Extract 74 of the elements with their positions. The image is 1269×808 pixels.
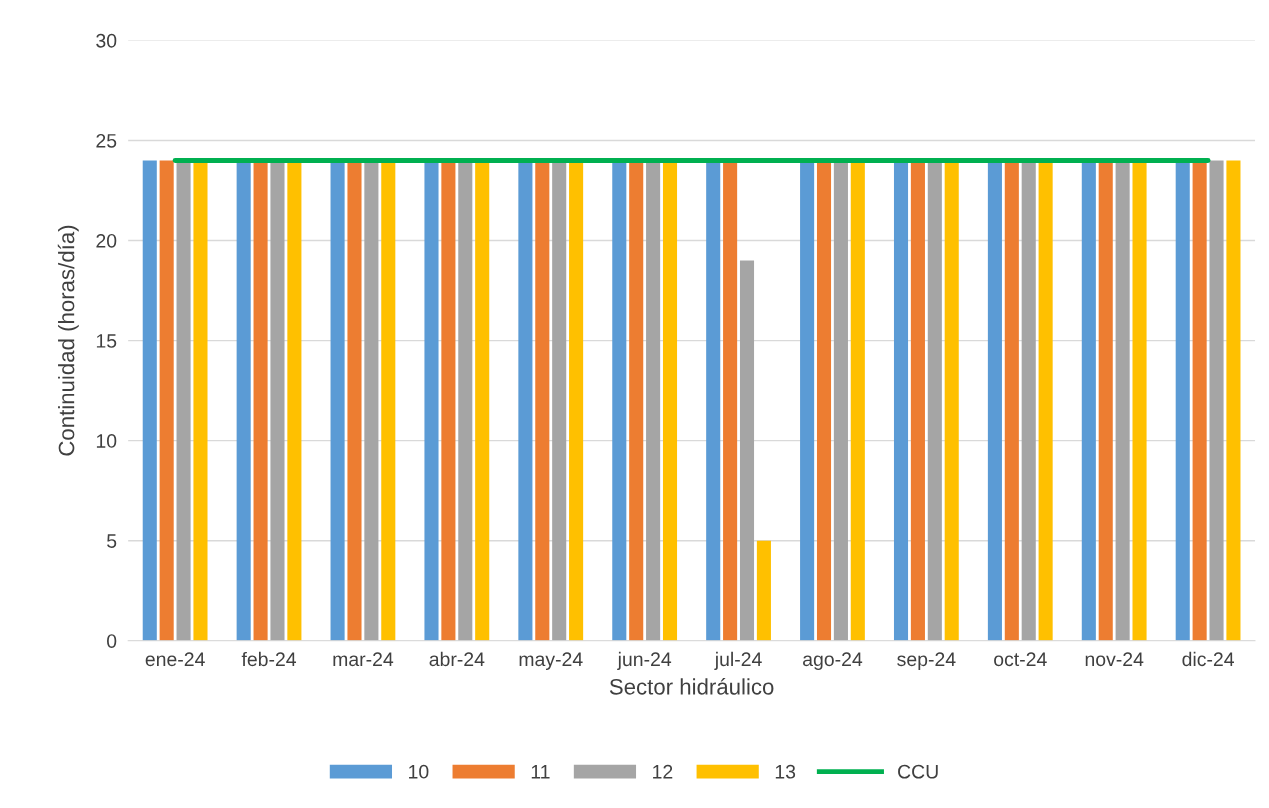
- bar: [910, 160, 925, 641]
- bar: [1081, 160, 1096, 641]
- bar: [424, 160, 439, 641]
- bar: [944, 160, 959, 641]
- y-tick-label: 25: [96, 133, 117, 148]
- bar: [927, 160, 942, 641]
- bar: [176, 160, 191, 641]
- bar: [1226, 160, 1241, 641]
- bar: [552, 160, 567, 641]
- x-tick-label: may-24: [519, 652, 583, 670]
- bar: [1192, 160, 1207, 641]
- bar: [193, 160, 208, 641]
- bar: [253, 160, 268, 641]
- bar: [739, 260, 755, 641]
- bar: [236, 160, 251, 641]
- bar: [893, 160, 909, 641]
- bar: [833, 160, 848, 641]
- bar: [612, 160, 627, 641]
- bar: [800, 160, 815, 641]
- bar: [1175, 160, 1190, 641]
- bar: [1038, 160, 1053, 641]
- bar: [1004, 160, 1019, 641]
- bar: [816, 160, 832, 641]
- bar: [1098, 160, 1113, 641]
- x-tick-label: jun-24: [617, 651, 672, 670]
- bar: [723, 160, 738, 641]
- bar: [1115, 160, 1130, 641]
- y-tick-label: 0: [107, 634, 117, 648]
- bar: [458, 160, 473, 641]
- x-tick-label: ene-24: [145, 652, 205, 667]
- bar: [629, 160, 644, 641]
- bar: [756, 540, 771, 641]
- y-axis-title: Continuidad (horas/día): [57, 225, 79, 456]
- bar: [646, 160, 661, 641]
- bar: [475, 160, 490, 641]
- bar: [518, 160, 533, 641]
- bar: [347, 160, 362, 641]
- bar: [270, 160, 285, 641]
- y-tick-label: 10: [96, 434, 117, 448]
- bar: [706, 160, 721, 641]
- bar: [330, 160, 345, 641]
- bar: [569, 160, 584, 641]
- x-tick-label: feb-24: [241, 651, 297, 667]
- y-tick-label: 20: [96, 233, 117, 248]
- legend-label: 12: [653, 764, 673, 779]
- bar: [1132, 160, 1147, 641]
- x-tick-label: oct-24: [994, 652, 1047, 667]
- x-tick-label: sep-24: [897, 652, 956, 670]
- bar: [535, 160, 550, 641]
- legend-label: 10: [409, 764, 429, 779]
- bar: [364, 160, 379, 641]
- y-tick-label: 30: [96, 33, 117, 48]
- x-axis-title: Sector hidráulico: [609, 678, 774, 695]
- x-tick-label: jul-24: [714, 651, 762, 670]
- bar: [662, 160, 678, 641]
- x-tick-label: mar-24: [333, 652, 394, 667]
- bar: [381, 160, 396, 641]
- x-tick-label: abr-24: [429, 651, 485, 667]
- bar: [142, 160, 157, 641]
- bar: [1021, 160, 1036, 641]
- x-tick-label: nov-24: [1085, 652, 1144, 667]
- bar: [1209, 160, 1224, 641]
- bar: [287, 160, 302, 641]
- legend-label: 11: [531, 765, 550, 779]
- x-tick-label: dic-24: [1182, 651, 1234, 667]
- legend-label: 13: [775, 764, 796, 779]
- bar: [850, 160, 865, 641]
- x-tick-label: ago-24: [803, 652, 863, 670]
- y-tick-label: 5: [107, 534, 117, 548]
- bar: [987, 160, 1002, 641]
- bar: [441, 160, 456, 641]
- bar: [159, 160, 174, 641]
- y-tick-label: 15: [96, 334, 117, 348]
- legend-label: CCU: [898, 764, 938, 779]
